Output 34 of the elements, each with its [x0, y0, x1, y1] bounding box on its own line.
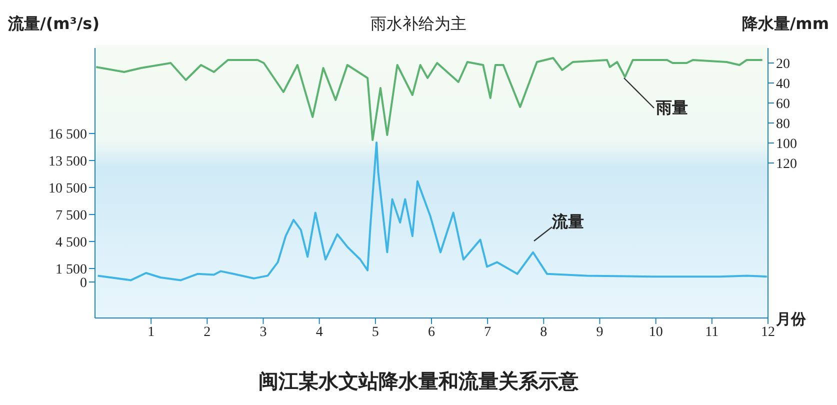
- y2-tick-label: 100: [776, 136, 797, 152]
- x-tick-label: 11: [705, 324, 719, 340]
- x-tick-label: 10: [648, 324, 663, 340]
- y-tick-label: 13 500: [48, 154, 87, 170]
- x-tick-label: 2: [204, 324, 211, 340]
- text: 闽江某水文站降水量和流量关系示意: [258, 368, 580, 395]
- x-tick-label: 1: [148, 324, 155, 340]
- y2-tick-label: 60: [776, 96, 790, 112]
- x-tick-label: 4: [316, 324, 323, 340]
- line-series: [95, 57, 764, 141]
- y-tick-label: 16 500: [48, 127, 87, 142]
- x-axis-title: 月份: [776, 310, 806, 329]
- series-label: 流量: [552, 212, 584, 233]
- y-tick-label: 10 500: [48, 181, 87, 196]
- y2-tick-label: 20: [776, 56, 790, 72]
- x-tick-label: 7: [484, 324, 492, 340]
- x-tick-label: 9: [596, 324, 604, 340]
- text: 雨量: [656, 98, 688, 119]
- y-tick-label: 4 500: [56, 235, 87, 250]
- y-tick-label: 7 500: [56, 208, 87, 224]
- y2-tick-label: 80: [776, 116, 790, 132]
- x-tick-label: 3: [260, 324, 267, 340]
- line-series: [96, 142, 768, 282]
- y2-axis-title: 降水量/mm: [742, 14, 829, 35]
- y-axis-title: 流量/(m³/s): [8, 14, 100, 35]
- x-tick-label: 8: [540, 324, 548, 340]
- x-tick-label: 12: [761, 324, 775, 340]
- y-tick-label: 0: [80, 276, 87, 291]
- y2-tick-label: 40: [776, 76, 790, 92]
- text: 雨水补给为主: [370, 14, 466, 33]
- x-tick-label: 5: [372, 324, 379, 340]
- y-tick-label: 1 500: [56, 262, 87, 278]
- x-tick-label: 6: [428, 324, 435, 340]
- y2-tick-label: 120: [776, 156, 797, 172]
